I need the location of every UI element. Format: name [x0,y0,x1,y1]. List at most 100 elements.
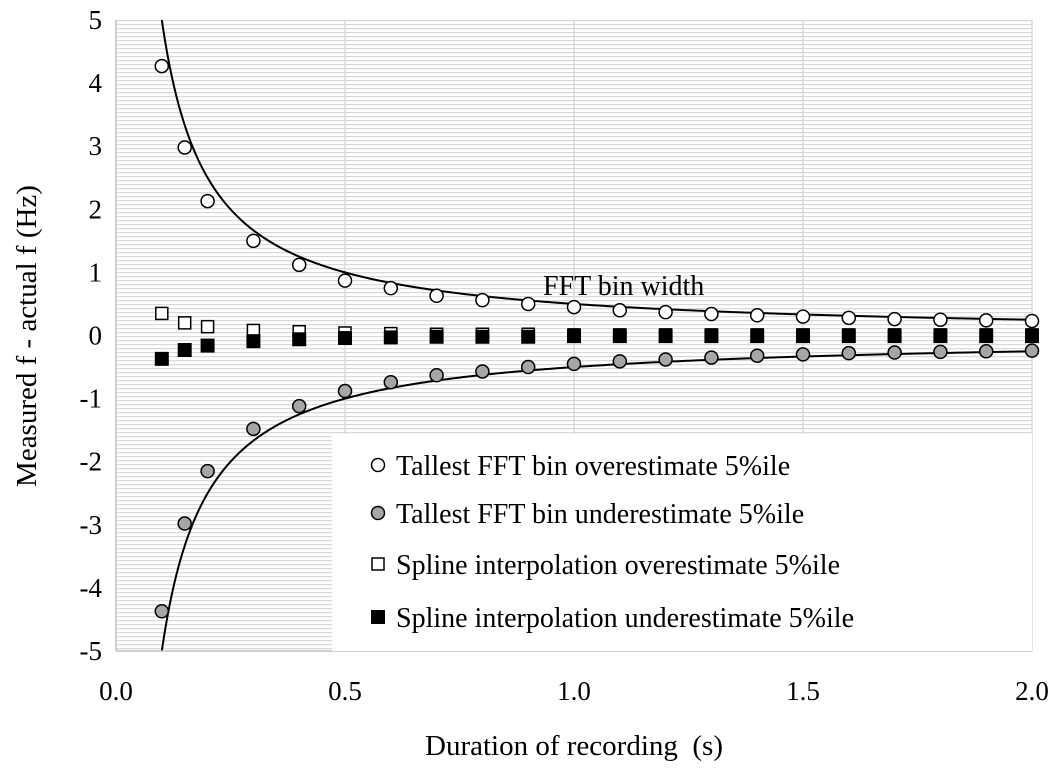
x-tick-label: 0.0 [99,676,133,706]
legend-marker [370,457,386,473]
bin-width-curves [160,20,1031,651]
series-tallest-fft-bin-overestimate-5-ile [154,58,1040,329]
legend-marker [371,610,385,624]
data-point [475,292,490,308]
data-points [154,58,1040,619]
data-point [841,345,857,361]
data-point [475,364,490,379]
data-point [154,58,170,74]
data-point [291,398,307,414]
legend-entry: Spline interpolation underestimate 5%ile [371,603,854,634]
data-point [383,374,399,390]
data-point [200,193,215,209]
y-tick-labels: 5 4 3 2 1 0 -1 -2 -3 -4 -5 [80,5,103,666]
data-point [887,345,902,360]
data-point [177,316,192,330]
data-point [200,319,215,334]
data-point [520,296,536,312]
series-spline-interpolation-underestimate-5-ile [154,329,1039,366]
y-tick-label: 5 [89,5,103,35]
x-axis-title: Duration of recording (s) [425,730,723,762]
data-point [292,332,307,347]
data-point [567,329,581,344]
data-point [978,313,994,328]
data-point [887,311,902,327]
legend-label: Tallest FFT bin overestimate 5%ile [396,451,790,482]
data-point [749,348,765,363]
data-point [933,312,948,327]
y-tick-label: 1 [89,257,103,287]
data-point [933,344,948,360]
data-point [429,329,444,344]
data-point [338,331,352,346]
y-tick-label: 4 [89,68,103,98]
data-point [177,343,192,358]
data-point [246,421,261,437]
y-tick-label: -5 [80,636,103,666]
legend-label: Spline interpolation underestimate 5%ile [396,603,854,634]
y-tick-label: 3 [89,131,103,161]
data-point [658,304,673,320]
data-point [177,516,192,531]
y-tick-label: -4 [80,573,103,603]
data-point [887,329,902,344]
data-point [612,303,628,318]
data-point [475,329,490,344]
series-tallest-fft-bin-underestimate-5-ile [154,343,1040,619]
data-point [796,329,810,344]
data-point [566,356,582,372]
legend-entry: Tallest FFT bin underestimate 5%ile [370,499,804,530]
data-point [795,347,811,362]
data-point [979,329,994,344]
x-tick-label: 1.5 [786,676,820,706]
data-point [429,288,444,303]
data-point [383,330,398,345]
data-point [749,308,765,323]
legend-label: Spline interpolation overestimate 5%ile [396,550,840,581]
data-point [200,463,215,479]
data-point [429,368,444,383]
data-point [154,603,170,619]
data-point [612,354,628,369]
y-tick-label: -1 [80,384,103,414]
data-point [704,329,719,344]
data-point [521,329,536,344]
data-point [841,310,857,326]
data-point [337,273,353,288]
data-point [612,329,627,344]
legend-label: Tallest FFT bin underestimate 5%ile [396,499,804,530]
x-tick-label: 2.0 [1015,676,1049,706]
x-tick-label: 0.5 [328,676,362,706]
legend-entry: Tallest FFT bin overestimate 5%ile [370,451,790,482]
y-tick-label: -3 [80,510,103,540]
legend-entry: Spline interpolation overestimate 5%ile [371,550,840,581]
y-tick-label: 0 [89,321,103,351]
data-point [566,299,582,315]
y-axis-title: Measured f - actual f (Hz) [11,185,43,487]
y-tick-label: -2 [80,447,103,477]
legend-marker [370,505,386,521]
data-point [658,329,673,344]
data-point [795,309,811,324]
data-point [383,280,399,296]
data-point [1025,329,1039,344]
lower-bin-width-curve [160,350,1031,651]
data-point [704,306,719,322]
data-point [704,350,719,365]
legend: Tallest FFT bin overestimate 5%ile Talles… [332,434,1032,651]
data-point [154,351,169,366]
upper-bin-width-curve [160,20,1031,321]
data-point [841,329,856,344]
data-point [291,257,307,273]
data-point [658,352,673,367]
fft-bin-width-annotation: FFT bin width [543,271,704,302]
x-tick-label: 1.0 [557,676,591,706]
data-point [337,383,353,399]
data-point [978,344,994,359]
x-tick-labels: 0.0 0.5 1.0 1.5 2.0 [99,676,1049,706]
legend-box [332,434,1032,651]
data-point [246,334,261,349]
data-point [246,233,261,249]
data-point [155,306,169,321]
